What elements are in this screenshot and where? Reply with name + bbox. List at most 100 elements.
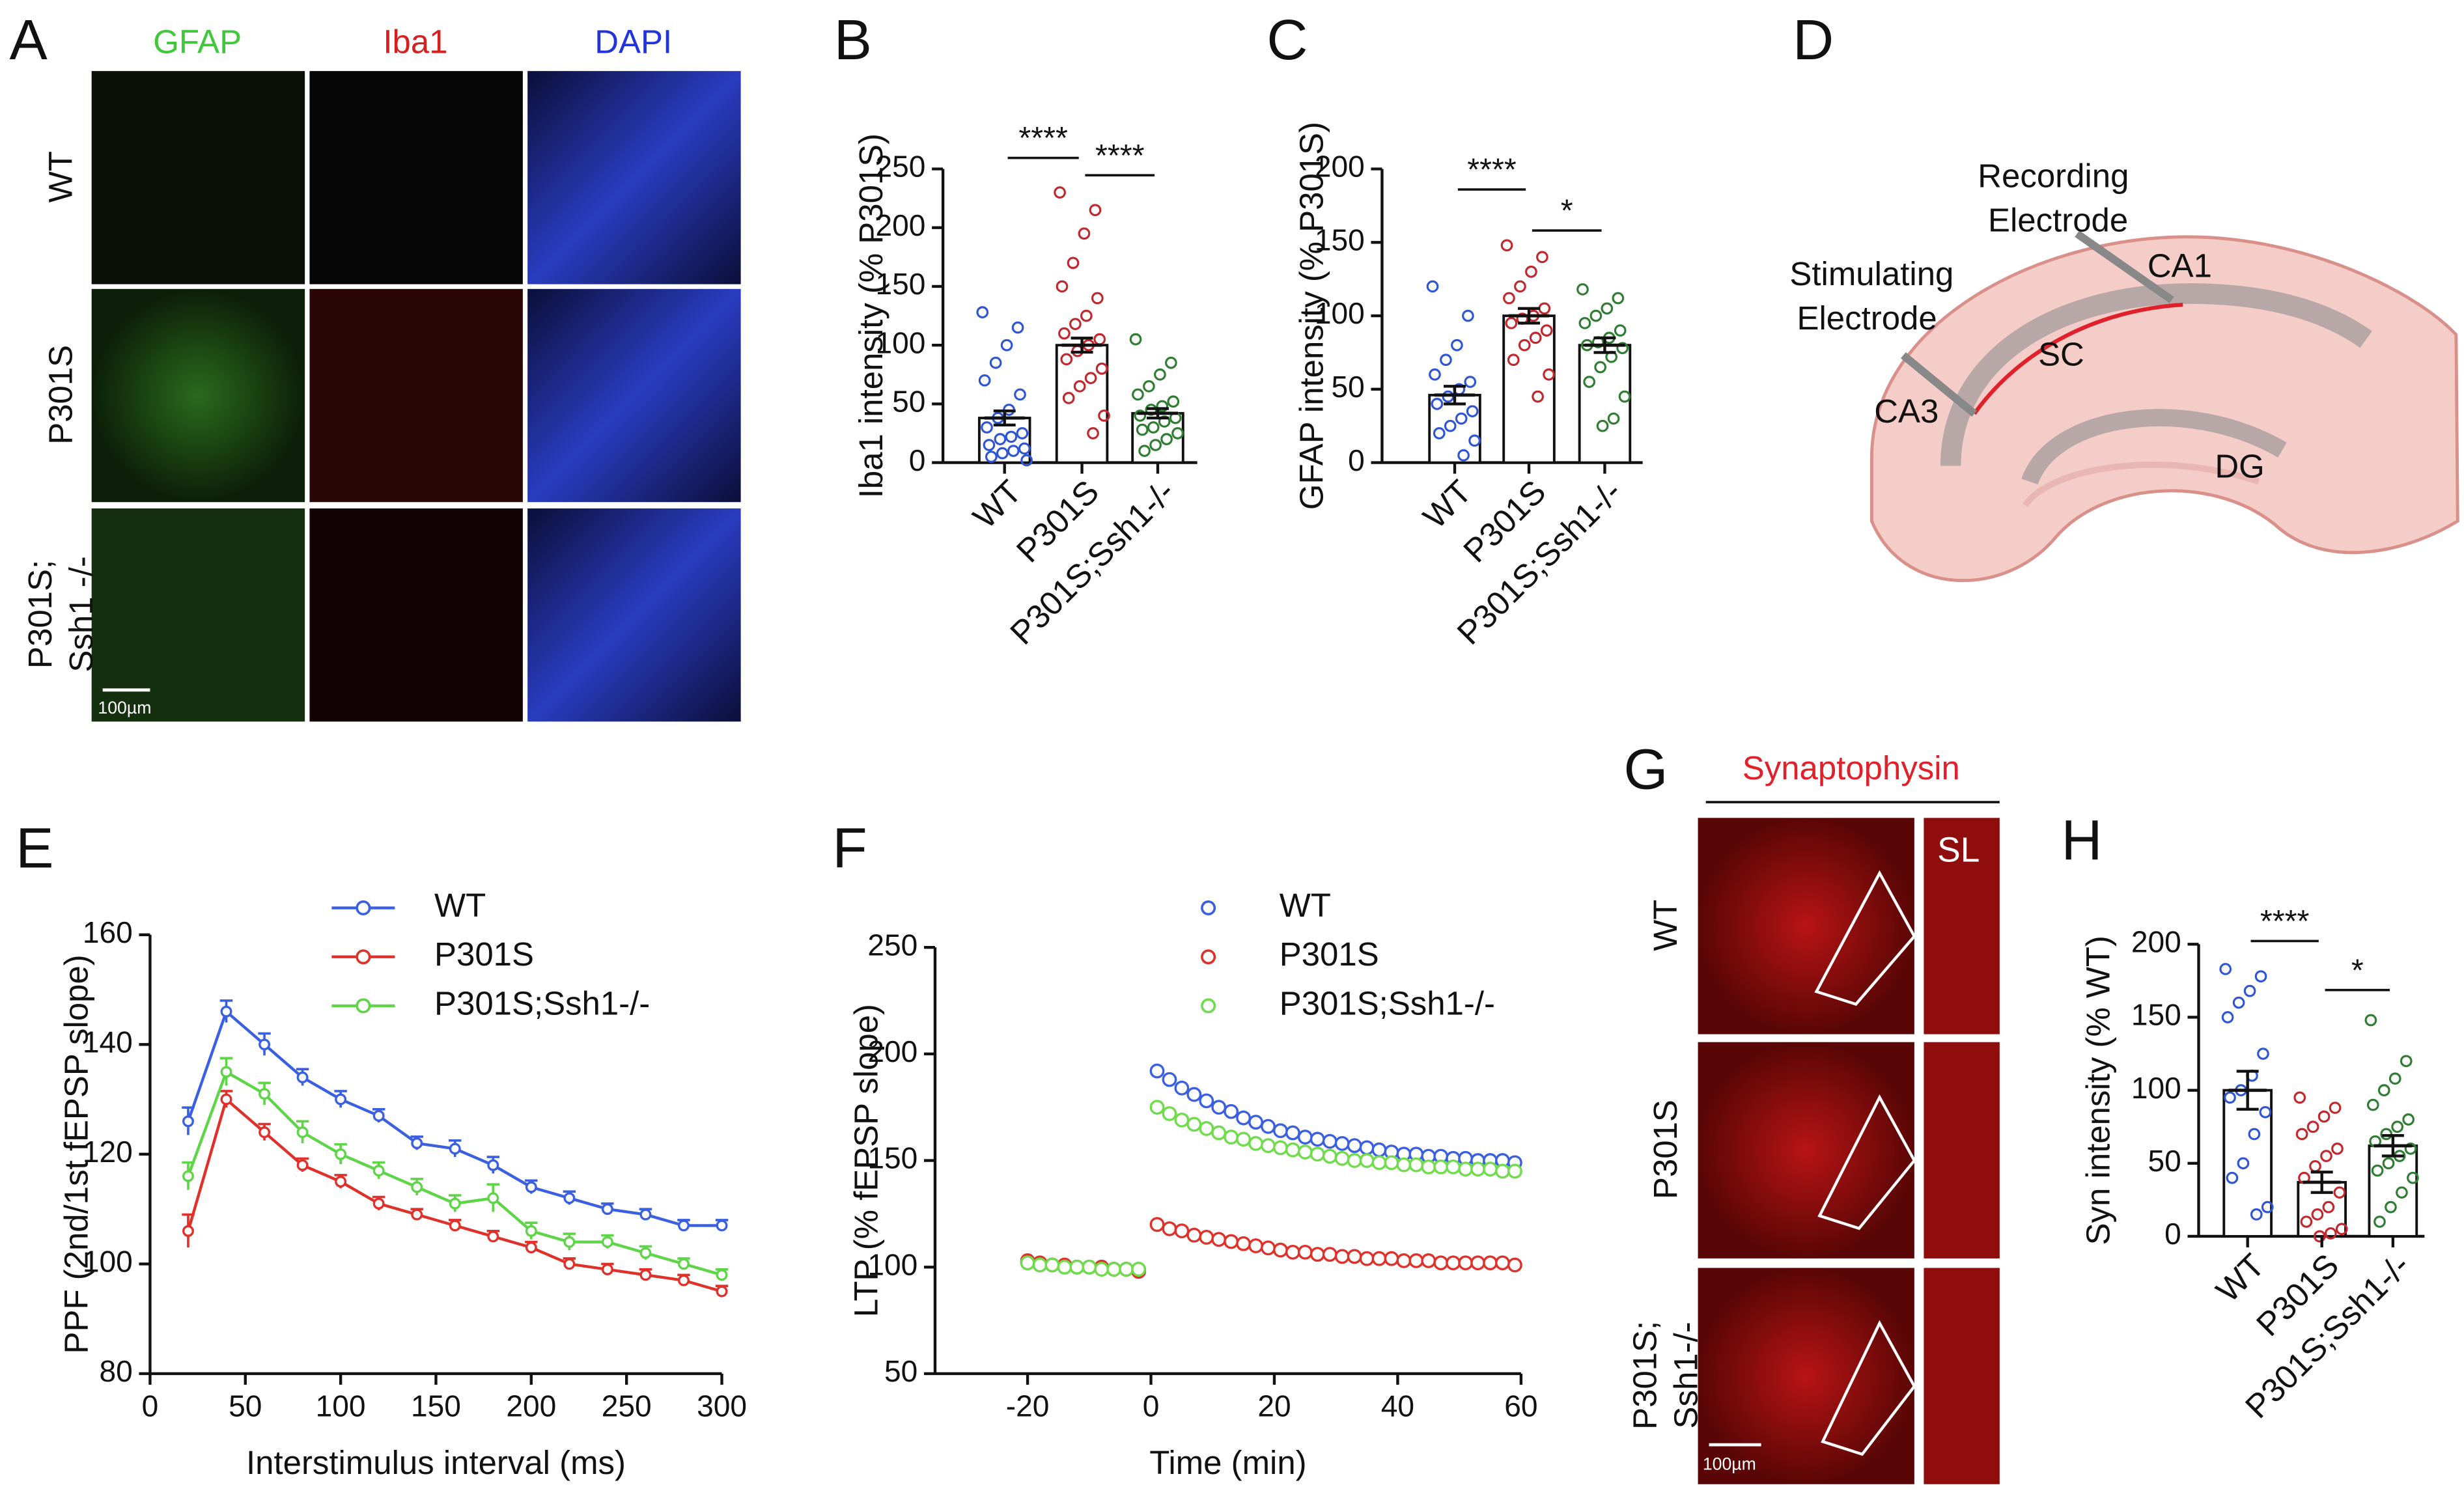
data-point <box>1054 186 1066 199</box>
legend-marker <box>356 949 371 965</box>
data-point <box>1384 1251 1399 1266</box>
data-point <box>2331 1143 2344 1155</box>
data-point <box>639 1247 652 1259</box>
data-point <box>259 1088 271 1100</box>
data-point <box>976 306 989 318</box>
data-point <box>1483 1255 1498 1271</box>
data-point <box>2324 1227 2337 1240</box>
data-point <box>1020 1255 1035 1271</box>
data-point <box>985 451 998 463</box>
data-point <box>1309 1146 1325 1162</box>
data-point <box>372 1165 385 1177</box>
panel-letter: F <box>832 816 867 880</box>
roi-box <box>1817 1094 1916 1230</box>
data-point <box>1087 427 1099 439</box>
data-point <box>1347 1138 1362 1154</box>
significance-label: **** <box>1018 121 1068 156</box>
data-point <box>1347 1249 1362 1264</box>
data-point <box>639 1208 652 1221</box>
data-point <box>1371 1142 1387 1158</box>
y-tick-label: 80 <box>99 1354 132 1388</box>
data-point <box>1464 376 1477 388</box>
data-point <box>1174 1223 1190 1239</box>
y-tick-label: 0 <box>1348 443 1365 477</box>
region-label: DG <box>2215 448 2264 485</box>
y-tick-label: 250 <box>867 928 917 962</box>
data-point <box>1094 1262 1110 1277</box>
data-point <box>1616 342 1629 355</box>
column-label: DAPI <box>595 23 672 60</box>
data-point <box>411 1181 423 1193</box>
data-point <box>1082 1259 1097 1275</box>
data-point <box>2221 1011 2234 1023</box>
data-point <box>1186 1087 1202 1102</box>
data-point <box>1160 433 1173 445</box>
region-label: SC <box>2038 336 2084 373</box>
data-point <box>2300 1215 2313 1228</box>
data-point <box>2391 1120 2403 1133</box>
data-point <box>1000 339 1013 352</box>
data-point <box>2293 1091 2306 1104</box>
y-tick-label: 50 <box>892 385 925 419</box>
image-title: Synaptophysin <box>1743 749 1960 786</box>
data-point <box>449 1219 461 1232</box>
y-tick-label: 140 <box>83 1025 133 1059</box>
label: Recording <box>1978 158 2129 195</box>
data-point <box>1174 1080 1190 1096</box>
data-point <box>335 1093 347 1105</box>
y-tick-label: 200 <box>2131 924 2181 958</box>
x-tick-label: 200 <box>506 1389 556 1423</box>
panel-letter: H <box>2061 809 2102 872</box>
scale-bar-label: 100µm <box>1703 1454 1756 1474</box>
x-tick-label: 40 <box>1381 1389 1414 1423</box>
data-point <box>1143 380 1155 393</box>
data-point <box>1440 354 1452 367</box>
data-point <box>1060 353 1073 366</box>
roi-box <box>1814 870 1916 1006</box>
data-point <box>2243 984 2256 997</box>
data-point <box>1538 302 1551 315</box>
legend-label: WT <box>434 887 486 924</box>
significance-label: * <box>1561 193 1573 229</box>
data-point <box>1334 1249 1350 1264</box>
data-point <box>1359 1140 1375 1156</box>
data-point <box>1211 1100 1227 1115</box>
data-point <box>2248 1128 2261 1141</box>
x-tick-label: -20 <box>1006 1389 1050 1423</box>
data-point <box>1138 445 1151 457</box>
data-point <box>1470 1255 1485 1271</box>
data-point <box>1446 1159 1461 1174</box>
y-axis-label: GFAP intensity (% P301S) <box>1293 122 1330 510</box>
micrograph <box>309 508 523 722</box>
data-point <box>487 1192 499 1204</box>
data-point <box>182 1115 194 1128</box>
data-point <box>1224 1130 1239 1145</box>
data-point <box>1248 1238 1263 1253</box>
data-point <box>1149 1217 1165 1232</box>
micrograph <box>1698 1042 1914 1258</box>
data-point <box>1433 1255 1449 1271</box>
data-point <box>1446 1255 1461 1271</box>
legend-label: P301S;Ssh1-/- <box>1280 984 1495 1021</box>
y-tick-label: 200 <box>867 1035 917 1068</box>
data-point <box>1147 421 1160 434</box>
data-point <box>1236 1132 1252 1147</box>
data-point <box>1618 390 1631 403</box>
data-point <box>2335 1223 2348 1236</box>
data-point <box>1433 1159 1449 1174</box>
data-point <box>1248 1115 1263 1130</box>
data-point <box>1224 1234 1239 1249</box>
data-point <box>601 1203 613 1215</box>
data-point <box>1309 1247 1325 1262</box>
bar <box>1578 344 1632 464</box>
data-point <box>1167 395 1180 408</box>
data-point <box>716 1285 728 1298</box>
data-point <box>1057 1259 1072 1275</box>
data-point <box>1297 1145 1313 1160</box>
legend-marker <box>1201 949 1216 965</box>
data-point <box>2259 1105 2272 1118</box>
data-point <box>1014 388 1026 401</box>
data-point <box>2396 1186 2408 1199</box>
data-point <box>1507 1163 1522 1179</box>
data-point <box>372 1109 385 1122</box>
